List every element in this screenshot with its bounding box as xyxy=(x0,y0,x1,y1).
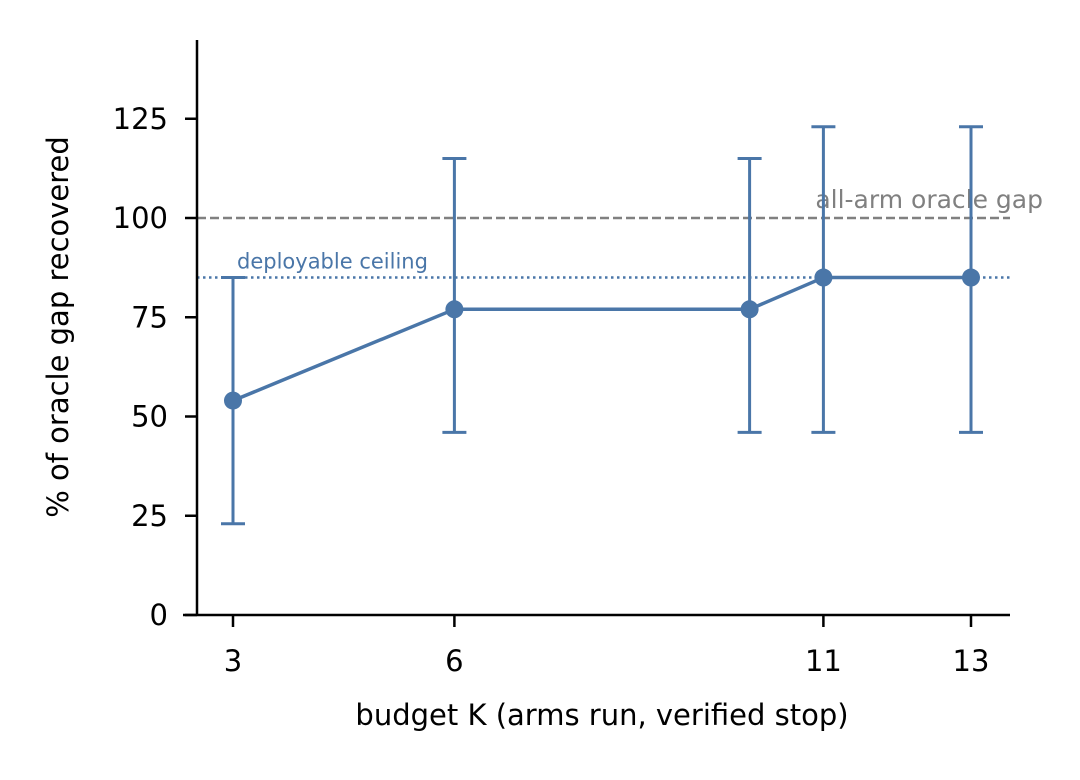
reference-line-label: all-arm oracle gap xyxy=(815,185,1043,214)
y-tick-label: 125 xyxy=(113,102,168,136)
x-tick-label: 13 xyxy=(953,644,990,678)
y-tick-label: 50 xyxy=(131,400,168,434)
axes xyxy=(183,40,1010,617)
x-tick-label: 11 xyxy=(805,644,842,678)
x-tick-label: 3 xyxy=(224,644,242,678)
y-axis-title: % of oracle gap recovered xyxy=(41,136,75,518)
y-tick-label: 0 xyxy=(150,598,168,632)
data-point xyxy=(962,268,980,287)
reference-lines: all-arm oracle gap deployable ceiling xyxy=(197,185,1043,279)
data-point xyxy=(224,391,242,410)
x-ticks: 3 6 11 13 xyxy=(224,615,990,678)
x-axis-title: budget K (arms run, verified stop) xyxy=(355,698,848,732)
y-tick-label: 100 xyxy=(113,201,168,235)
y-tick-label: 75 xyxy=(131,300,168,334)
series-lines xyxy=(232,275,971,403)
y-tick-label: 25 xyxy=(131,499,168,533)
data-point xyxy=(814,268,833,287)
reference-line-label: deployable ceiling xyxy=(237,250,428,274)
data-point xyxy=(445,300,464,319)
x-tick-label: 6 xyxy=(445,644,463,678)
data-point xyxy=(740,300,759,319)
series-line xyxy=(232,275,971,403)
y-ticks: 0 25 50 75 100 125 xyxy=(113,102,197,632)
data-points xyxy=(224,268,980,410)
